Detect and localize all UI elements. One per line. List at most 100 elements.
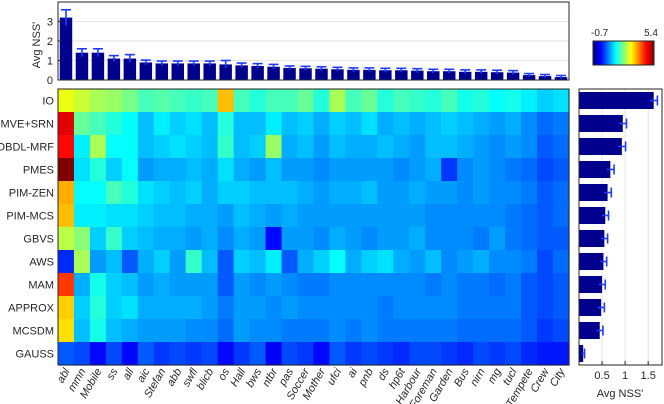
right-bar-OBDL-MRF — [579, 137, 622, 156]
top-chart-ylabel: Avg NSS' — [31, 22, 43, 69]
heat-cell-PIM-MCS-Stefan — [153, 204, 171, 228]
heat-cell-IO-swfl — [185, 89, 203, 113]
heat-cell-PIM-MCS-ntbr — [265, 204, 283, 228]
top-bar-ai — [347, 69, 360, 80]
heat-cell-PMES-mg — [489, 158, 506, 182]
top-bar-mg — [490, 72, 504, 80]
heat-cell-PMES-City — [553, 158, 570, 182]
heat-cell-PIM-ZEN-City — [553, 181, 570, 205]
heat-cell-APPROX-os — [217, 296, 235, 320]
top-errorbar-mmn — [76, 47, 87, 57]
colorbar-gradient — [592, 40, 655, 66]
top-bar-Soccer — [299, 68, 312, 80]
top-errorbar-tucl — [508, 69, 519, 75]
heat-cell-AWS-bws — [249, 250, 267, 274]
heat-cell-MAM-mmn — [73, 273, 91, 297]
top-errorbar-ntbr — [268, 63, 279, 70]
heat-cell-PMES-pas — [281, 158, 299, 182]
heat-cell-GAUSS-pnb — [361, 342, 378, 366]
heat-cell-PIM-ZEN-Hall — [233, 181, 251, 205]
top-bar-hp6t — [395, 70, 408, 80]
top-bar-all — [123, 58, 137, 80]
heat-cell-MCSDM-all — [121, 319, 139, 343]
top-errorbar-mg — [492, 69, 503, 75]
heat-cell-PMES-Soccer — [297, 158, 315, 182]
heatmap-column-label: ss — [105, 366, 121, 382]
heat-cell-PIM-ZEN-ufci — [329, 181, 347, 205]
heat-cell-PMES-Mother — [313, 158, 331, 182]
heatmap-cells — [58, 89, 570, 366]
heat-cell-OBDL-MRF-ds — [377, 135, 394, 159]
heat-cell-OBDL-MRF-mg — [489, 135, 506, 159]
heat-cell-AWS-Crew — [537, 250, 554, 274]
heat-cell-GAUSS-aic — [137, 342, 155, 366]
heat-cell-MCSDM-ntbr — [265, 319, 283, 343]
heat-cell-IO-mg — [489, 89, 506, 113]
heat-cell-GBVS-Tempete — [521, 227, 538, 251]
heat-cell-PMES-os — [217, 158, 235, 182]
heat-cell-GBVS-os — [217, 227, 235, 251]
heat-cell-MVE+SRN-bws — [249, 112, 267, 136]
heat-cell-GAUSS-Stefan — [153, 342, 171, 366]
right-errorbar-GAUSS — [581, 348, 586, 359]
top-errorbar-os — [220, 59, 231, 69]
heat-cell-OBDL-MRF-Mother — [313, 135, 331, 159]
top-errorbar-Tempete — [524, 72, 535, 77]
heat-cell-PMES-all — [121, 158, 139, 182]
heat-cell-GBVS-Garden — [441, 227, 458, 251]
heat-cell-APPROX-ntbr — [265, 296, 283, 320]
right-bar-IO — [579, 91, 654, 110]
top-errorbar-ufci — [332, 66, 343, 72]
heat-cell-MVE+SRN-Mother — [313, 112, 331, 136]
heat-cell-MVE+SRN-aic — [137, 112, 155, 136]
top-bar-abb — [171, 63, 184, 80]
heat-cell-AWS-mmn — [73, 250, 91, 274]
heat-cell-MVE+SRN-Mobile — [89, 112, 107, 136]
heat-cell-IO-hp6t — [393, 89, 410, 113]
heat-cell-IO-Stefan — [153, 89, 171, 113]
heat-cell-MAM-ai — [345, 273, 363, 297]
heat-cell-GAUSS-tucl — [505, 342, 522, 366]
top-chart-y-ticks: 0 1 2 3 — [47, 17, 62, 87]
heat-cell-PIM-ZEN-bws — [249, 181, 267, 205]
heat-cell-IO-bws — [249, 89, 267, 113]
heat-cell-MAM-ufci — [329, 273, 347, 297]
heat-cell-PMES-ai — [345, 158, 363, 182]
heat-cell-MCSDM-ds — [377, 319, 394, 343]
heatmap-axes-box — [57, 88, 570, 366]
heat-cell-IO-os — [217, 89, 235, 113]
heat-cell-PIM-ZEN-Mobile — [89, 181, 107, 205]
heat-cell-GAUSS-City — [553, 342, 570, 366]
heat-cell-MVE+SRN-tucl — [505, 112, 522, 136]
heat-cell-MVE+SRN-swfl — [185, 112, 203, 136]
top-bar-Mobile — [91, 52, 105, 80]
heat-cell-OBDL-MRF-Crew — [537, 135, 554, 159]
heat-cell-AWS-mg — [489, 250, 506, 274]
heat-cell-OBDL-MRF-ufci — [329, 135, 347, 159]
heat-cell-AWS-Harbour — [409, 250, 426, 274]
right-errorbar-PIM-MCS — [602, 210, 610, 221]
top-ytick-label: 0 — [47, 75, 53, 87]
heat-cell-AWS-os — [217, 250, 235, 274]
heat-cell-MCSDM-aic — [137, 319, 155, 343]
heat-cell-MVE+SRN-blicb — [201, 112, 219, 136]
heat-cell-GBVS-Hall — [233, 227, 251, 251]
heat-cell-PIM-ZEN-abl — [58, 181, 75, 205]
heat-cell-OBDL-MRF-Hall — [233, 135, 251, 159]
top-bar-aic — [139, 62, 153, 80]
heatmap-column-label: City — [548, 365, 569, 389]
heatmap-row-label: MAM — [28, 280, 54, 292]
heat-cell-PIM-ZEN-pnb — [361, 181, 378, 205]
heatmap-row-label: MCSDM — [12, 326, 54, 338]
colorbar-min-label: -0.7 — [591, 28, 609, 39]
heat-cell-APPROX-City — [553, 296, 570, 320]
heat-cell-PMES-aic — [137, 158, 155, 182]
heat-cell-APPROX-mg — [489, 296, 506, 320]
heat-cell-APPROX-Harbour — [409, 296, 426, 320]
heat-cell-AWS-Foreman — [425, 250, 442, 274]
heat-cell-GBVS-Bus — [457, 227, 474, 251]
heat-cell-APPROX-ds — [377, 296, 394, 320]
top-errorbar-all — [124, 53, 135, 63]
heat-cell-PIM-MCS-bws — [249, 204, 267, 228]
